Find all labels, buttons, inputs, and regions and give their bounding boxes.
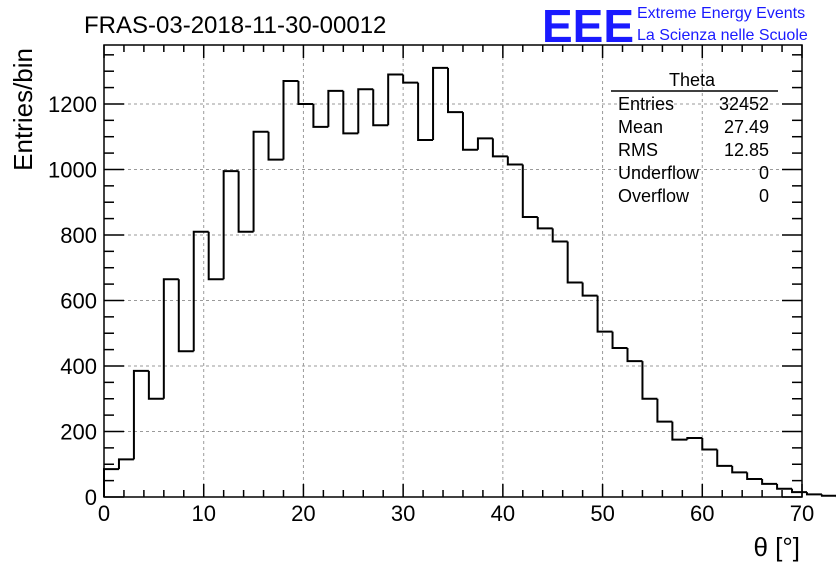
histogram-bin (342, 90, 359, 135)
histogram-bin (701, 438, 718, 451)
histogram-bin (282, 80, 299, 160)
histogram-bin (417, 82, 434, 141)
histogram-bin (731, 465, 748, 474)
stats-value-rms: 12.85 (724, 140, 769, 160)
histogram-bin (312, 103, 329, 128)
stats-value-entries: 32452 (719, 94, 769, 114)
histogram-bin (761, 478, 778, 485)
y-axis-label: Entries/bin (8, 48, 38, 171)
plot-frame (103, 44, 803, 498)
histogram-bin (103, 468, 119, 497)
histogram-bin (461, 112, 478, 151)
histogram-bins (103, 66, 836, 498)
histogram-bin (267, 131, 284, 161)
eee-logo-text: EEE (542, 0, 634, 52)
histogram-bin (222, 170, 239, 280)
x-tick-label: 0 (98, 501, 110, 526)
histogram-bin (521, 164, 538, 218)
histogram-bin (117, 458, 134, 470)
x-tick-label: 50 (590, 501, 614, 526)
y-tick-label: 0 (85, 485, 97, 510)
histogram-bin (402, 74, 419, 84)
histogram-bin (820, 494, 836, 497)
histogram-bin (207, 231, 224, 281)
histogram-bin (147, 370, 164, 400)
y-tick-label: 200 (60, 419, 97, 444)
histogram-bin (237, 171, 254, 233)
histogram-bin (746, 472, 763, 480)
histogram-bin (566, 241, 583, 284)
histogram-bin (327, 89, 344, 127)
project-name-line1: Extreme Energy Events (637, 5, 805, 22)
grid-lines (104, 45, 802, 497)
histogram-bin (656, 398, 673, 423)
histogram-bin (491, 138, 508, 158)
histogram-bin (357, 88, 374, 134)
histogram-bin (641, 361, 658, 400)
stats-box: Theta Entries 32452 Mean 27.49 RMS 12.85 Under… (611, 70, 778, 206)
x-tick-label: 10 (191, 501, 215, 526)
stats-label-mean: Mean (618, 117, 663, 137)
histogram-bin (506, 156, 523, 166)
stats-value-underflow: 0 (759, 163, 769, 183)
histogram-bin (596, 295, 613, 333)
histogram-bin (372, 89, 389, 127)
x-tick-label: 20 (291, 501, 315, 526)
histogram-bin (447, 67, 463, 114)
x-tick-label: 30 (391, 501, 415, 526)
histogram-bin (686, 437, 703, 440)
histogram-bin (536, 216, 553, 230)
stats-label-rms: RMS (618, 140, 658, 160)
histogram-bin (611, 331, 628, 349)
y-tick-label: 1200 (48, 92, 97, 117)
stats-title: Theta (669, 70, 716, 90)
histogram-bin (581, 282, 598, 297)
chart-title: FRAS-03-2018-11-30-00012 (84, 12, 386, 39)
histogram-bin (626, 347, 643, 363)
histogram-bin (805, 492, 822, 496)
histogram-bin (791, 488, 807, 494)
histogram-bin (432, 66, 449, 140)
histogram-bin (132, 369, 149, 460)
histogram-bin (252, 130, 269, 232)
histogram-bin (297, 81, 314, 105)
stats-label-overflow: Overflow (618, 186, 690, 206)
histogram-bin (551, 228, 568, 243)
y-tick-label: 800 (60, 223, 97, 248)
stats-label-entries: Entries (618, 94, 674, 114)
histogram-bin (162, 278, 179, 399)
y-tick-label: 1000 (48, 157, 97, 182)
histogram-bin (387, 73, 404, 126)
histogram-bin (776, 483, 793, 490)
histogram-bin (716, 449, 733, 467)
histogram-bin (192, 230, 209, 352)
eee-logo: EEE Extreme Energy Events La Scienza nel… (542, 0, 808, 52)
x-tick-label: 40 (491, 501, 515, 526)
x-tick-label: 60 (690, 501, 714, 526)
x-axis-label: θ [°] (753, 532, 800, 562)
y-tick-label: 600 (60, 288, 97, 313)
tick-labels: 0 10 20 30 40 50 60 70 0 200 400 600 800 1000 1200 (48, 92, 814, 526)
stats-value-mean: 27.49 (724, 117, 769, 137)
histogram-bin (177, 279, 194, 353)
histogram-bin (671, 421, 688, 441)
stats-label-underflow: Underflow (618, 163, 700, 183)
project-name-line2: La Scienza nelle Scuole (637, 27, 808, 44)
x-tick-label: 70 (790, 501, 814, 526)
histogram-bin (476, 137, 493, 150)
stats-value-overflow: 0 (759, 186, 769, 206)
y-tick-label: 400 (60, 354, 97, 379)
